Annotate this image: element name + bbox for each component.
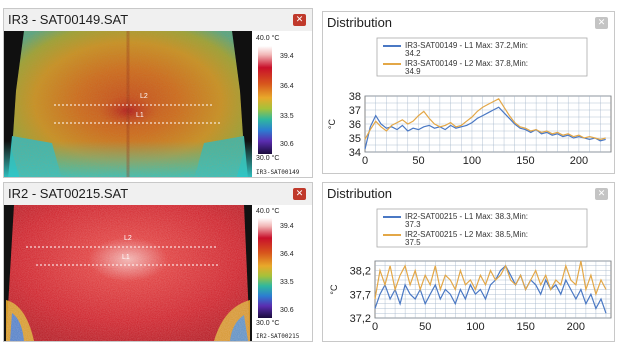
scale-tick-2: 36.4	[280, 83, 294, 90]
line-label-l1: L1	[136, 112, 144, 119]
y-tick-label: 37,7	[350, 289, 371, 301]
x-tick-label: 50	[419, 321, 431, 333]
window-title: Distribution	[327, 186, 393, 201]
scale-tick-2: 36.4	[280, 251, 294, 258]
y-axis-label: °C	[329, 284, 339, 295]
legend-box	[376, 208, 588, 248]
scale-max-label: 40.0 °C	[256, 208, 280, 215]
file-label: IR2-SAT00215	[256, 333, 300, 340]
thermal-image-canvas	[4, 31, 252, 177]
x-tick-label: 100	[466, 321, 484, 333]
y-tick-label: 34	[349, 147, 361, 159]
line-label-l2: L2	[124, 235, 132, 242]
window-title: Distribution	[327, 15, 393, 30]
x-tick-label: 0	[372, 321, 378, 333]
distribution-chart-svg: IR2-SAT00215 - L1 Max: 38.3,Min:37.3IR2-…	[329, 208, 612, 333]
window-title: IR2 - SAT00215.SAT	[8, 186, 129, 201]
x-tick-label: 150	[516, 321, 534, 333]
scale-tick-4: 30.6	[280, 307, 294, 314]
line-label-l1: L1	[122, 254, 130, 261]
legend-entry-2-cont: 37.5	[405, 238, 421, 247]
y-tick-label: 38	[349, 91, 361, 103]
x-tick-label: 200	[567, 321, 585, 333]
y-tick-label: 37,2	[350, 313, 371, 325]
y-tick-label: 38,2	[350, 266, 371, 278]
thermal-image-canvas	[4, 205, 252, 341]
distribution-window-ir3: Distribution ✕ IR3-SAT00149 - L1 Max: 37…	[322, 11, 615, 174]
distribution-chart: IR3-SAT00149 - L1 Max: 37.2,Min: 34.2 IR3-…	[323, 34, 614, 173]
series-line-2	[374, 260, 607, 300]
scale-min-label: 30.0 °C	[256, 320, 280, 327]
distribution-chart: IR2-SAT00215 - L1 Max: 38.3,Min: 37.3 IR2-…	[323, 205, 614, 341]
legend-entry-1: IR3-SAT00149 - L1 Max: 37.2,Min:	[405, 41, 528, 50]
window-title: IR3 - SAT00149.SAT	[8, 12, 129, 27]
legend-entry-2-cont: 34.9	[405, 67, 421, 76]
scale-min-label: 30.0 °C	[256, 155, 280, 162]
scale-max-label: 40.0 °C	[256, 35, 280, 42]
thermal-image[interactable]: L2 L1	[4, 31, 252, 177]
distribution-chart-svg: IR3-SAT00149 - L1 Max: 37.2,Min:34.2IR3-…	[327, 37, 612, 167]
scale-tick-1: 39.4	[280, 223, 294, 230]
close-icon: ✕	[597, 189, 606, 199]
series-line-1	[364, 106, 606, 150]
file-label: IR3-SAT00149	[256, 169, 300, 176]
y-tick-label: 35	[349, 133, 361, 145]
close-icon: ✕	[597, 18, 606, 28]
title-bar[interactable]: IR2 - SAT00215.SAT ✕	[4, 183, 312, 205]
scale-tick-4: 30.6	[280, 141, 294, 148]
title-bar[interactable]: Distribution ✕	[323, 183, 614, 205]
close-icon: ✕	[295, 15, 304, 25]
x-tick-label: 200	[570, 155, 588, 167]
y-tick-label: 36	[349, 119, 361, 131]
color-scale: 40.0 °C 39.4 36.4 33.5 30	[252, 205, 312, 341]
legend-box	[376, 37, 588, 77]
thermal-window-ir3: IR3 - SAT00149.SAT ✕	[3, 8, 313, 178]
series-line-1	[374, 264, 607, 314]
thermal-window-ir2: IR2 - SAT00215.SAT ✕ L2	[3, 182, 313, 342]
title-bar[interactable]: IR3 - SAT00149.SAT ✕	[4, 9, 312, 31]
close-button[interactable]: ✕	[595, 17, 608, 29]
close-icon: ✕	[295, 189, 304, 199]
close-button[interactable]: ✕	[293, 188, 306, 200]
title-bar[interactable]: Distribution ✕	[323, 12, 614, 34]
x-tick-label: 50	[412, 155, 424, 167]
close-button[interactable]: ✕	[293, 14, 306, 26]
x-tick-label: 150	[516, 155, 534, 167]
close-button[interactable]: ✕	[595, 188, 608, 200]
legend-entry-1-cont: 37.3	[405, 220, 421, 229]
legend-entry-1: IR2-SAT00215 - L1 Max: 38.3,Min:	[405, 212, 528, 221]
scale-tick-3: 33.5	[280, 279, 294, 286]
legend-entry-2: IR3-SAT00149 - L2 Max: 37.8,Min:	[405, 59, 528, 68]
distribution-window-ir2: Distribution ✕ IR2-SAT00215 - L1 Max: 38…	[322, 182, 615, 342]
x-tick-label: 0	[362, 155, 368, 167]
y-axis-label: °C	[327, 118, 337, 129]
line-label-l2: L2	[140, 93, 148, 100]
y-tick-label: 37	[349, 105, 361, 117]
thermal-image[interactable]: L2 L1	[4, 205, 252, 341]
series-line-2	[364, 98, 606, 141]
color-scale: 40.0 °C 39.4 36.4 33.5 30	[252, 31, 312, 177]
x-tick-label: 100	[463, 155, 481, 167]
scale-tick-1: 39.4	[280, 53, 294, 60]
legend-entry-1-cont: 34.2	[405, 49, 421, 58]
legend-entry-2: IR2-SAT00215 - L2 Max: 38.5,Min:	[405, 230, 528, 239]
scale-tick-3: 33.5	[280, 113, 294, 120]
color-scale-bar	[258, 46, 272, 154]
color-scale-bar	[258, 218, 272, 318]
